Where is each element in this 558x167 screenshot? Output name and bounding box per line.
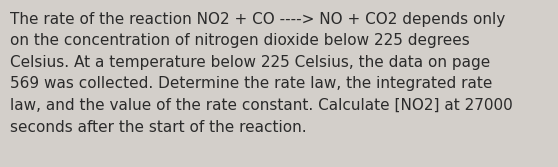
Text: The rate of the reaction NO2 + CO ----> NO + CO2 depends only
on the concentrati: The rate of the reaction NO2 + CO ----> … <box>10 12 513 135</box>
